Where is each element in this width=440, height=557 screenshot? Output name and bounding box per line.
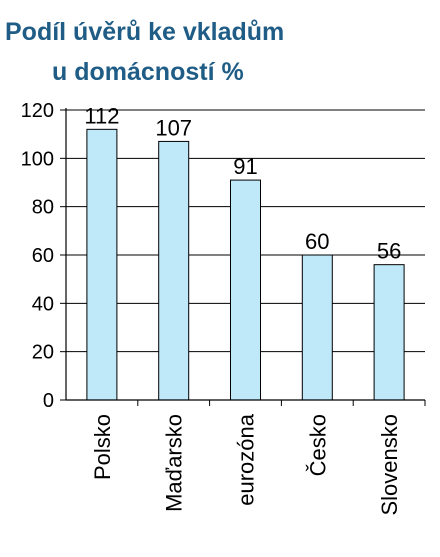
- bar-slovensko: [373, 264, 405, 401]
- y-tick-label: 120: [21, 100, 54, 122]
- data-label: 60: [305, 229, 329, 254]
- data-label: 112: [84, 103, 119, 128]
- y-tick-label: 0: [43, 390, 54, 412]
- category-label: Maďarsko: [162, 414, 187, 512]
- data-label: 56: [377, 239, 401, 264]
- y-tick-label: 20: [32, 342, 54, 364]
- bar-česko: [301, 254, 333, 401]
- y-tick-label: 100: [21, 148, 54, 170]
- data-label: 91: [233, 154, 257, 179]
- bar-eurozóna: [230, 179, 261, 401]
- bar-maďarsko: [158, 140, 190, 401]
- category-label: Česko: [305, 414, 330, 476]
- y-tick-label: 40: [32, 293, 54, 315]
- category-label: Slovensko: [377, 414, 402, 516]
- chart-title-line-1: Podíl úvěrů ke vkladům: [5, 18, 285, 46]
- category-label: eurozóna: [234, 413, 259, 506]
- category-label: Polsko: [90, 414, 115, 480]
- y-tick-label: 60: [32, 245, 54, 267]
- data-label: 107: [155, 115, 192, 140]
- bar-polsko: [86, 128, 118, 401]
- y-tick-label: 80: [32, 197, 54, 219]
- chart-title-line-2: u domácností %: [52, 58, 244, 86]
